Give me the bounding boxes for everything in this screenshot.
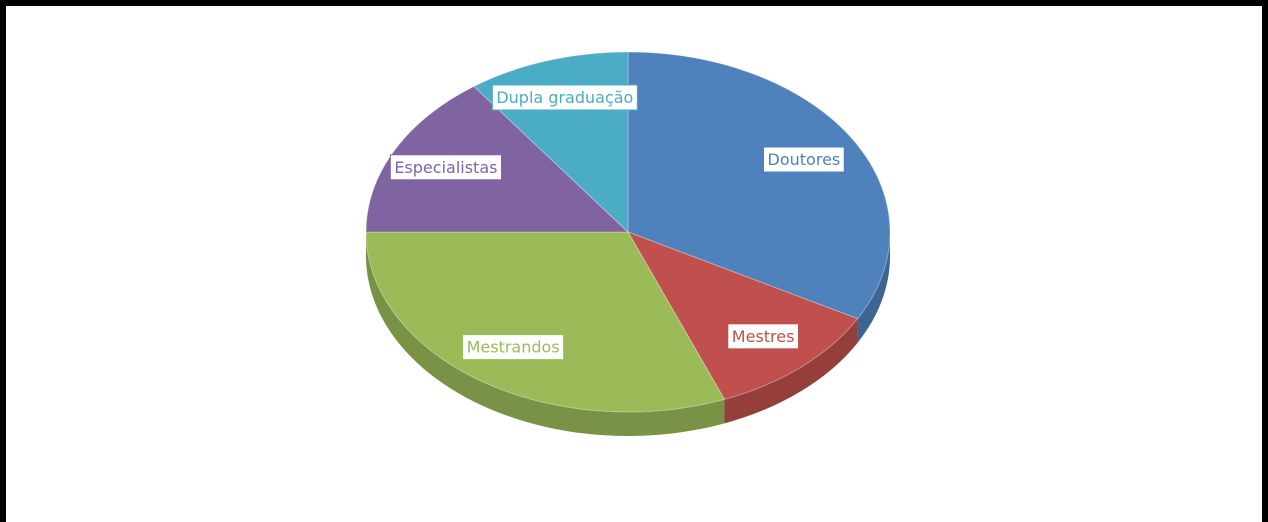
data-label-text: Doutores	[768, 150, 841, 169]
data-label: Mestres	[727, 323, 799, 350]
data-label: Doutores	[763, 146, 845, 173]
data-label-text: Dupla graduação	[496, 88, 633, 107]
slice-side-shade	[724, 318, 858, 424]
slice-side-shade	[366, 232, 725, 436]
data-label-box	[727, 323, 799, 350]
slice	[365, 231, 726, 413]
slice-side-shade	[857, 232, 890, 343]
data-label-box	[389, 154, 502, 181]
data-label-box	[462, 334, 565, 361]
slice-side	[724, 318, 858, 424]
data-label: Dupla graduação	[491, 84, 638, 111]
slice	[626, 231, 859, 400]
data-label-box	[763, 146, 845, 173]
data-label-text: Mestrandos	[467, 338, 560, 357]
data-label-box	[491, 84, 638, 111]
slice-side	[857, 232, 890, 343]
data-label-text: Mestres	[732, 327, 795, 346]
data-label-text: Especialistas	[394, 158, 497, 177]
data-label: Mestrandos	[462, 334, 565, 361]
data-label: Especialistas	[389, 154, 502, 181]
slice	[627, 51, 891, 320]
slice-side	[366, 232, 725, 436]
